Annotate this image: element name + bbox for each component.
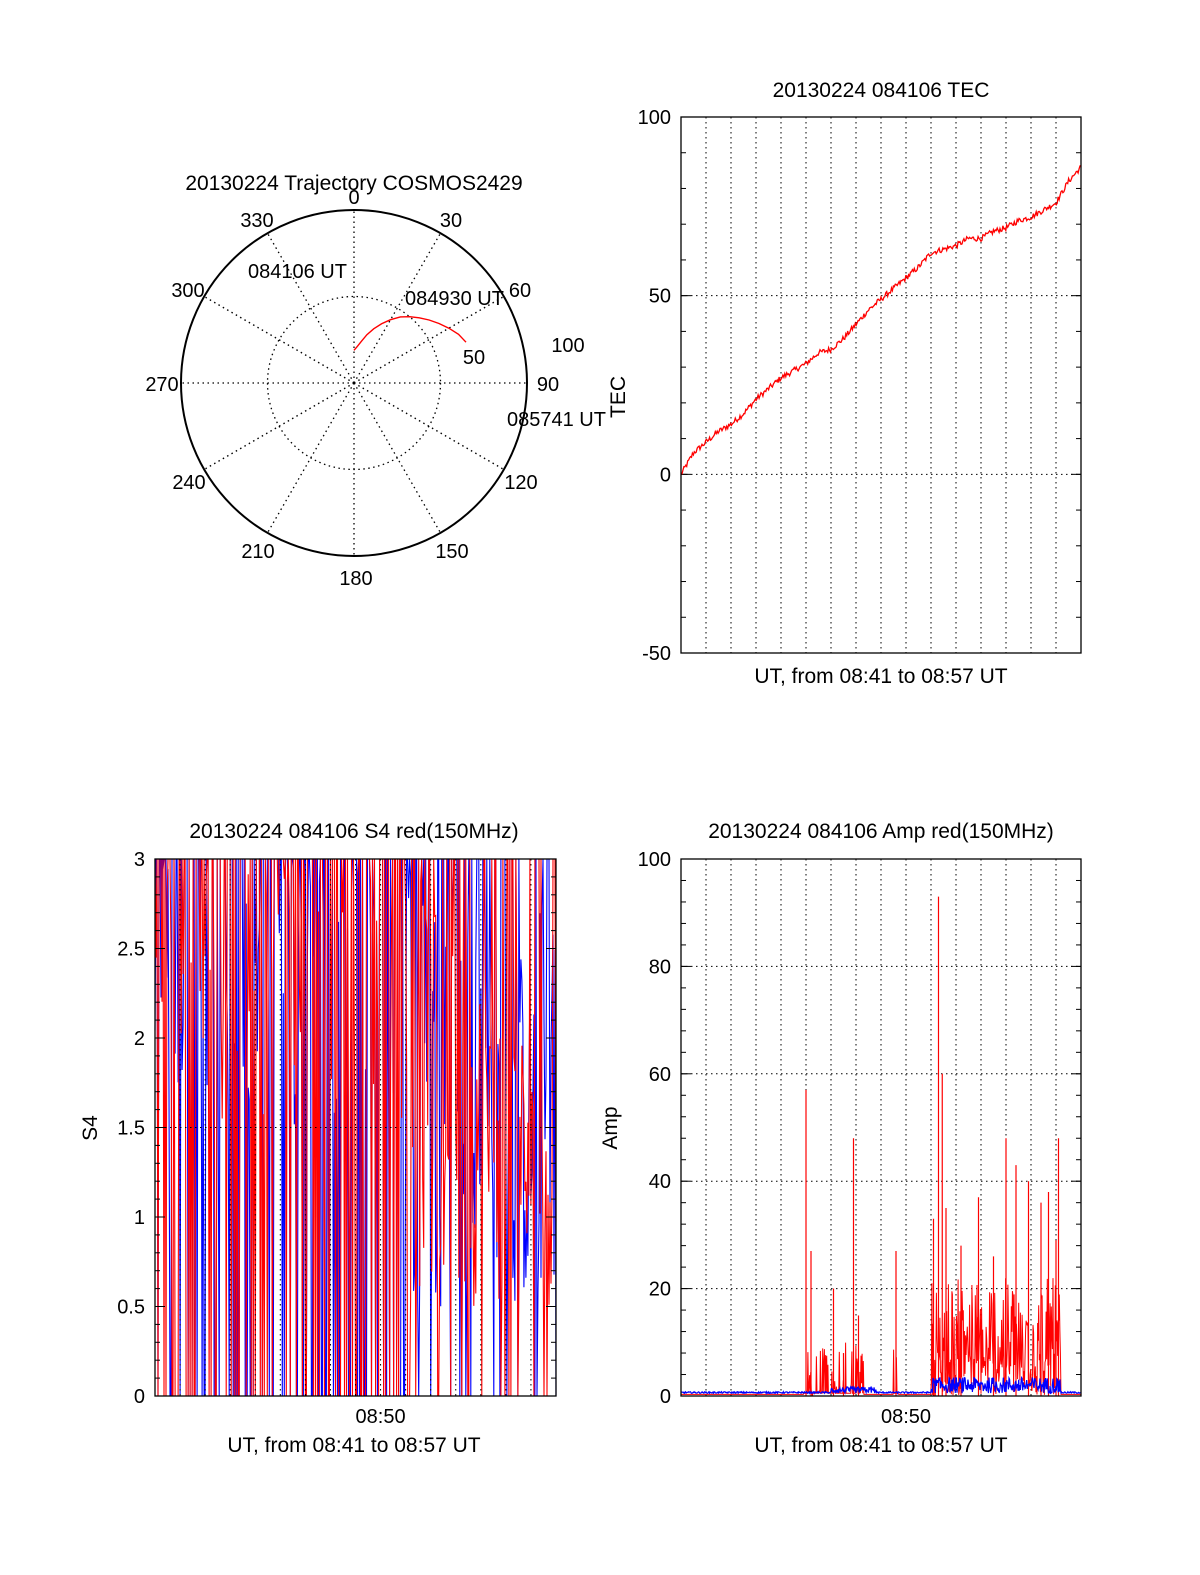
chart-title: 20130224 084106 Amp red(150MHz) [708, 820, 1054, 843]
polar-labels: 0 30 60 90 120 150 180 210 240 270 300 330 50 100 0841… [145, 187, 630, 590]
spoke-line [203, 295, 355, 384]
amp-blue-series [681, 1375, 1082, 1395]
y-tick-label: 50 [649, 286, 671, 308]
trajectory-path [353, 315, 467, 351]
x-axis-label: UT, from 08:41 to 08:57 UT [227, 1434, 480, 1457]
timestamp-label: 084106 UT [248, 261, 347, 283]
tec-plot-area: -50 0 50 100 [638, 107, 1082, 665]
azimuth-label: 240 [172, 472, 205, 494]
y-tick-label: 0 [660, 1386, 671, 1408]
azimuth-label: 270 [145, 374, 178, 396]
plot-frame [154, 858, 557, 1397]
y-tick-label: 1.5 [117, 1118, 145, 1140]
amp-plot-area: 0 20 40 60 80 100 08:50 [638, 849, 1082, 1428]
outer-circle [180, 209, 528, 557]
plot-frame [680, 858, 1082, 1397]
y-tick-label: 60 [649, 1064, 671, 1086]
y-tick-label: 40 [649, 1171, 671, 1193]
timestamp-label: 085741 UT [507, 409, 606, 431]
y-tick-label: 2 [134, 1028, 145, 1050]
chart-title: 20130224 Trajectory COSMOS2429 [185, 172, 522, 195]
y-tick-label: 2.5 [117, 939, 145, 961]
y-tick-label: 0.5 [117, 1297, 145, 1319]
azimuth-label: 330 [240, 210, 273, 232]
y-tick-label: 0 [134, 1386, 145, 1408]
azimuth-label: 150 [435, 541, 468, 563]
x-tick-label: 08:50 [881, 1406, 931, 1428]
azimuth-label: 0 [348, 187, 359, 209]
azimuth-label: 300 [171, 280, 204, 302]
y-tick-label: 0 [660, 464, 671, 486]
y-tick-label: -50 [642, 643, 671, 665]
y-axis-label: TEC [607, 376, 630, 418]
azimuth-label: 90 [537, 374, 559, 396]
spoke-line [353, 382, 442, 534]
y-tick-label: 100 [638, 107, 671, 129]
radial-label: 100 [551, 335, 584, 357]
spoke-line [353, 382, 505, 471]
chart-title: 20130224 084106 S4 red(150MHz) [189, 820, 518, 843]
timestamp-label: 084930 UT [405, 288, 504, 310]
spoke-line [266, 382, 355, 534]
trajectory-line [353, 315, 467, 351]
y-tick-label: 1 [134, 1207, 145, 1229]
panel-tec: 20130224 084106 TEC -50 0 50 100 UT, from 0… [638, 79, 1082, 688]
chart-title: 20130224 084106 TEC [773, 79, 990, 102]
x-axis-label: UT, from 08:41 to 08:57 UT [754, 1434, 1007, 1457]
polar-grid [180, 209, 528, 557]
plot-frame [680, 116, 1082, 654]
azimuth-label: 60 [509, 280, 531, 302]
y-tick-label: 20 [649, 1279, 671, 1301]
panel-trajectory: 20130224 Trajectory COSMOS2429 0 30 60 90 12… [145, 172, 630, 590]
azimuth-label: 180 [339, 568, 372, 590]
panel-amp: 20130224 084106 Amp red(150MHz) 0 20 40 60 8… [599, 820, 1082, 1457]
azimuth-label: 30 [440, 210, 462, 232]
s4-plot-area: 0 0.5 1 1.5 2 2.5 3 08:50 [117, 849, 557, 1428]
tec-series-line [680, 164, 1082, 475]
x-axis-label: UT, from 08:41 to 08:57 UT [754, 665, 1007, 688]
y-axis-label: Amp [599, 1106, 622, 1149]
spoke-line [353, 232, 442, 384]
y-axis-label: S4 [79, 1115, 102, 1141]
radial-label: 50 [463, 347, 485, 369]
azimuth-label: 210 [241, 541, 274, 563]
y-tick-label: 80 [649, 956, 671, 978]
y-tick-label: 3 [134, 849, 145, 871]
azimuth-label: 120 [504, 472, 537, 494]
panel-s4: 20130224 084106 S4 red(150MHz) 0 0.5 1 1.5 2… [79, 820, 557, 1457]
amp-red-series [681, 1278, 1081, 1396]
y-tick-label: 100 [638, 849, 671, 871]
spoke-line [266, 232, 355, 384]
spoke-line [353, 295, 505, 384]
spoke-line [203, 382, 355, 471]
x-tick-label: 08:50 [356, 1406, 406, 1428]
